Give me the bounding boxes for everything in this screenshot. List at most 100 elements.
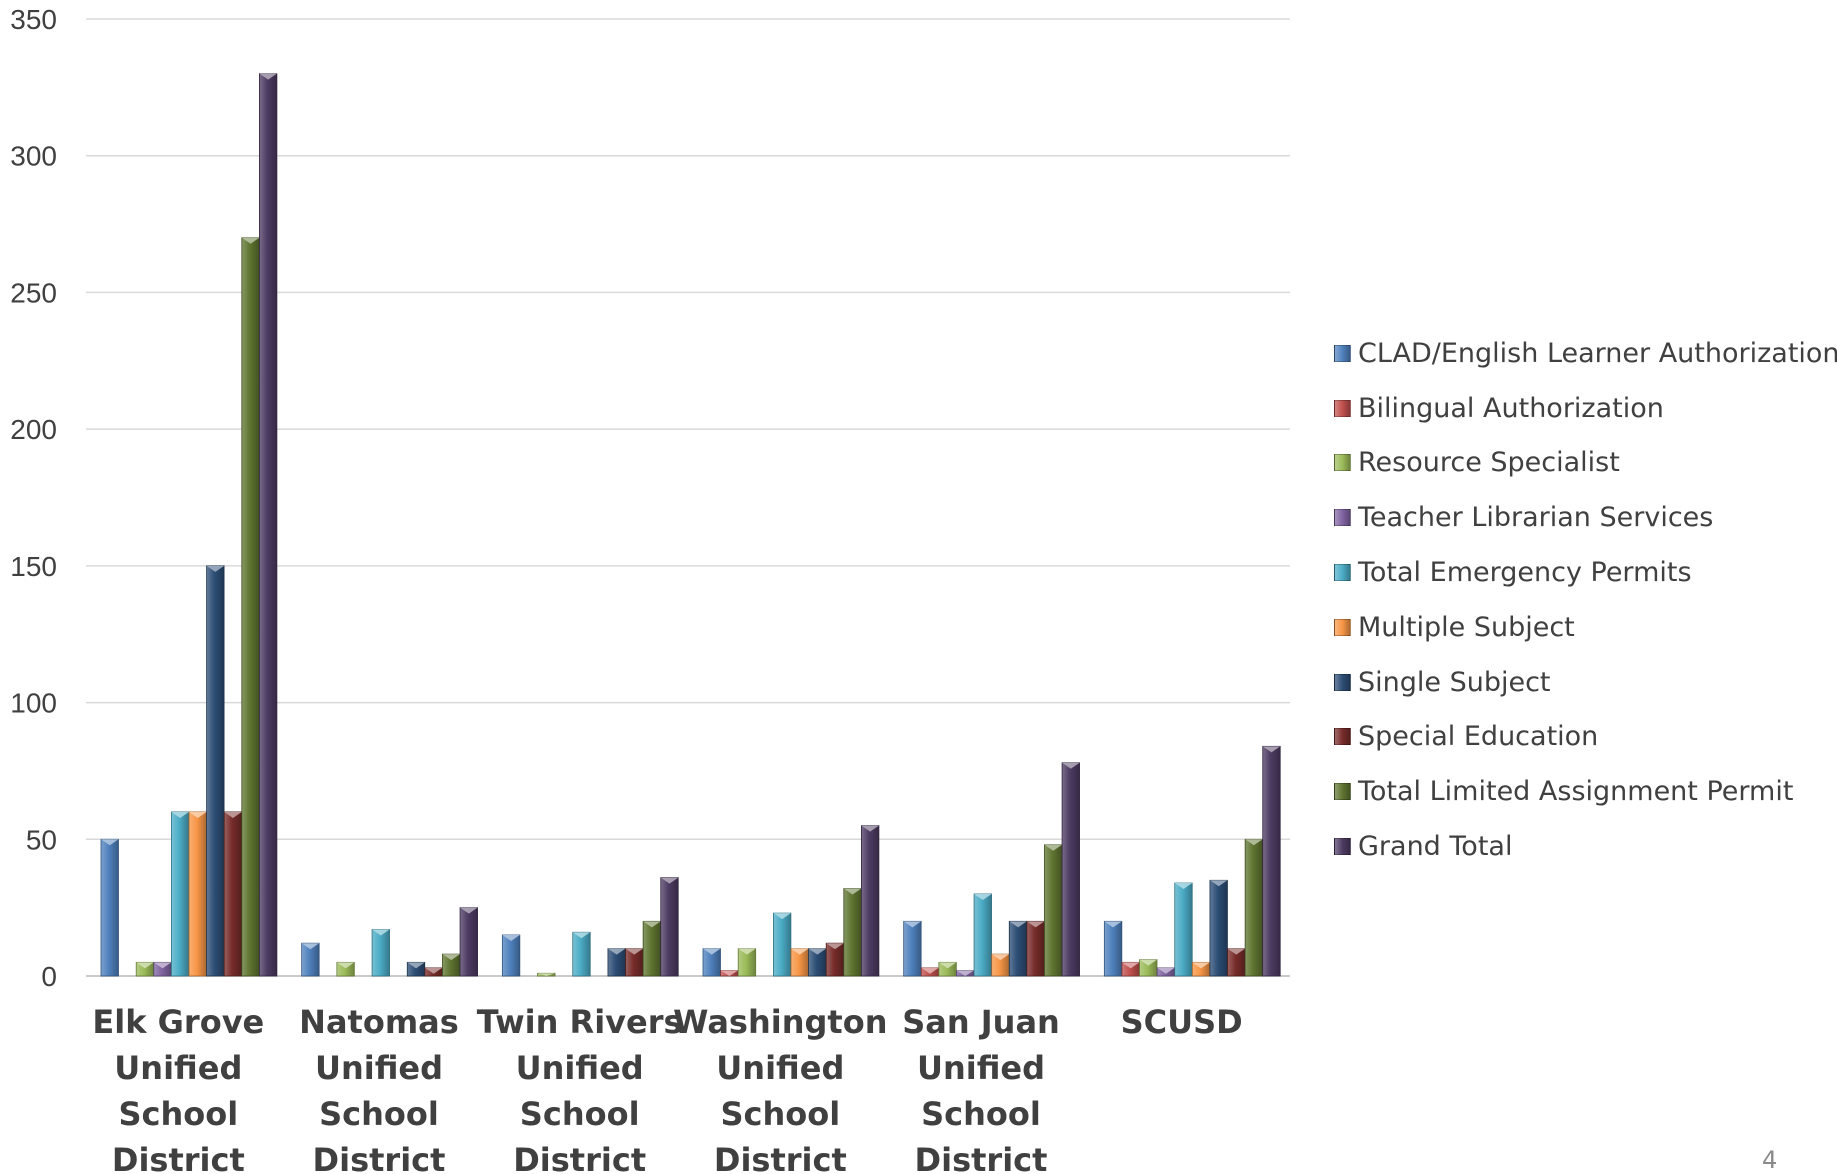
x-category-label: Elk Grove Unified School District [92, 1003, 264, 1173]
legend-label: Total Emergency Permits [1358, 557, 1692, 589]
legend-label: Single Subject [1358, 666, 1551, 698]
y-tick-label: 300 [10, 141, 57, 172]
legend-swatch [1334, 454, 1351, 472]
bar [737, 948, 757, 977]
bar [371, 929, 390, 977]
legend-swatch [1334, 618, 1351, 636]
legend-label: Special Education [1358, 721, 1599, 753]
bar [1174, 882, 1193, 977]
legend-swatch [1334, 838, 1351, 856]
gridlines [86, 18, 1290, 977]
legend-label: Total Limited Assignment Permit [1358, 776, 1794, 808]
legend-label: Resource Specialist [1358, 447, 1620, 479]
legend: CLAD/English Learner Authorization Biling… [1334, 326, 1837, 874]
y-tick-label: 0 [41, 961, 57, 992]
y-tick-label: 350 [10, 4, 57, 35]
bar [1156, 967, 1176, 977]
bar [1244, 838, 1264, 977]
bar [1061, 762, 1080, 977]
legend-item: Single Subject [1334, 655, 1837, 710]
bar [991, 953, 1010, 977]
legend-label: Multiple Subject [1358, 611, 1575, 643]
bar [825, 942, 845, 977]
bar [1227, 948, 1246, 977]
legend-item: Bilingual Authorization [1334, 381, 1837, 436]
bars [100, 73, 1281, 977]
y-tick-label: 50 [26, 824, 57, 855]
legend-item: CLAD/English Learner Authorization [1334, 326, 1837, 381]
legend-swatch [1334, 783, 1351, 801]
y-tick-label: 150 [10, 551, 57, 582]
bar [1026, 920, 1045, 977]
bar [720, 970, 739, 977]
bar [424, 967, 443, 977]
legend-swatch [1334, 344, 1351, 362]
bar [938, 961, 957, 977]
bar [442, 953, 461, 977]
bar [1103, 920, 1123, 977]
bar [537, 972, 556, 977]
bar [773, 912, 792, 977]
x-category-label: San Juan Unified School District [902, 1003, 1060, 1173]
bar [206, 565, 225, 977]
bar [258, 73, 278, 977]
bar [973, 893, 992, 977]
bar [660, 877, 679, 977]
legend-label: CLAD/English Learner Authorization [1358, 337, 1837, 369]
bar [241, 237, 260, 977]
legend-item: Multiple Subject [1334, 600, 1837, 655]
bar [642, 920, 662, 977]
legend-item: Total Emergency Permits [1334, 545, 1837, 600]
y-axis-ticks: 0 50 100 150 200 250 300 350 [10, 4, 57, 992]
legend-item: Special Education [1334, 710, 1837, 765]
bar [188, 811, 207, 977]
bar [223, 811, 243, 977]
bar [336, 961, 355, 977]
y-tick-label: 250 [10, 277, 57, 308]
bar [956, 970, 975, 977]
bar [301, 942, 320, 977]
bar [572, 931, 591, 977]
legend-swatch [1334, 728, 1351, 746]
x-category-label: Natomas Unified School District [299, 1003, 459, 1173]
bar [903, 920, 922, 977]
legend-swatch [1334, 673, 1351, 691]
y-tick-label: 100 [10, 688, 57, 719]
bar [459, 907, 478, 977]
legend-item: Resource Specialist [1334, 436, 1837, 491]
bar [843, 888, 862, 977]
bar [861, 825, 880, 977]
bar [625, 948, 644, 977]
legend-item: Grand Total [1334, 819, 1837, 874]
bar [1008, 920, 1028, 977]
bar [790, 948, 809, 977]
bar [1139, 959, 1158, 977]
bar [170, 811, 190, 977]
x-category-label: Washington Unified School District [673, 1003, 887, 1173]
bar [1191, 961, 1211, 977]
legend-label: Teacher Librarian Services [1358, 502, 1714, 534]
bar [153, 961, 172, 977]
bar [406, 961, 426, 977]
bar [135, 961, 155, 977]
y-tick-label: 200 [10, 414, 57, 445]
bar [1044, 844, 1063, 977]
bar [920, 967, 940, 977]
legend-swatch [1334, 564, 1351, 582]
bar [607, 948, 626, 977]
bar [1121, 961, 1140, 977]
legend-label: Grand Total [1358, 831, 1513, 863]
legend-label: Bilingual Authorization [1358, 392, 1664, 424]
bar [1262, 745, 1281, 977]
x-category-label: SCUSD [1121, 1003, 1243, 1041]
legend-item: Teacher Librarian Services [1334, 490, 1837, 545]
x-category-label: Twin Rivers Unified School District [477, 1003, 683, 1173]
legend-swatch [1334, 399, 1351, 417]
bar [100, 838, 119, 977]
bar [1209, 879, 1228, 977]
bar [808, 948, 827, 977]
bar [501, 934, 521, 977]
legend-swatch [1334, 509, 1351, 527]
